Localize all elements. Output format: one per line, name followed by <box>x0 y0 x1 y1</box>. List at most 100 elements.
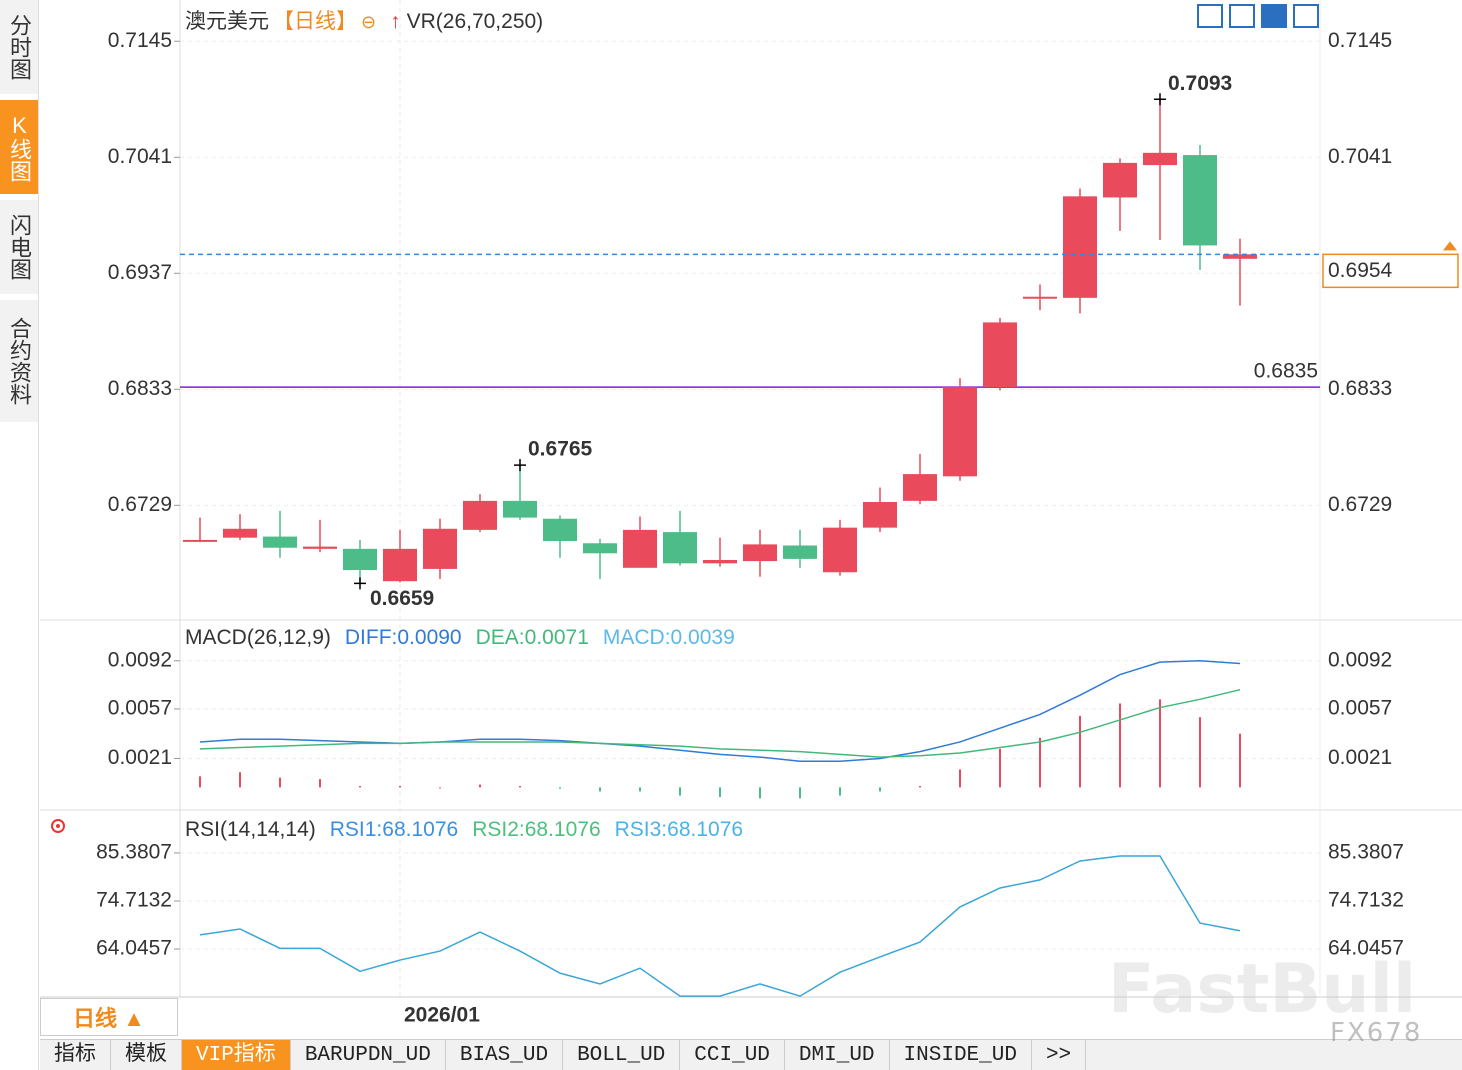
arrow-icon: ↑ <box>390 10 401 33</box>
last-price-label: 0.6954 <box>1328 259 1393 282</box>
tab[interactable]: CCI_UD <box>680 1040 785 1070</box>
layout-icon[interactable] <box>1197 4 1223 28</box>
macd-bar <box>1079 715 1081 788</box>
y-tick-label: 0.0092 <box>1328 648 1392 671</box>
macd-bar <box>519 785 521 788</box>
high-label: 0.7093 <box>1168 72 1232 95</box>
y-tick-label: 0.0057 <box>1328 696 1392 719</box>
candle-body <box>303 546 337 549</box>
candle-body <box>183 539 217 542</box>
x-tick-label: 2026/01 <box>404 1004 480 1027</box>
legend-entry: RSI1:68.1076 <box>329 818 459 841</box>
macd-bar <box>1159 699 1161 788</box>
horizontal-line-label: 0.6835 <box>1254 360 1318 383</box>
tab[interactable]: 模板 <box>111 1040 182 1070</box>
y-tick-label: 85.3807 <box>1328 840 1404 863</box>
candle-body <box>983 322 1017 388</box>
symbol: 澳元美元 <box>185 10 269 33</box>
macd-bar <box>679 787 681 796</box>
macd-legend: MACD(26,12,9) DIFF:0.0090 DEA:0.0071 MACD:0… <box>185 626 749 650</box>
macd-bar <box>959 769 961 788</box>
layout-icon[interactable] <box>1261 4 1287 28</box>
zoom-icon[interactable]: ⊖ <box>361 12 377 32</box>
y-tick-label: 64.0457 <box>96 937 172 960</box>
legend-entry: RSI2:68.1076 <box>472 818 601 841</box>
chart: 0.71450.71450.70410.70410.69370.69370.68… <box>40 0 1462 1027</box>
layout-icon[interactable] <box>1293 4 1319 28</box>
macd-bar <box>879 787 881 792</box>
legend-title: RSI(14,14,14) <box>185 818 316 841</box>
tab[interactable]: VIP指标 <box>182 1040 291 1070</box>
macd-bar <box>1039 737 1041 788</box>
candle-body <box>943 387 977 477</box>
header: 澳元美元 【日线】 ⊖ ↑ VR(26,70,250) <box>185 5 557 35</box>
legend-entry: DEA:0.0071 <box>475 626 589 649</box>
tab[interactable]: BIAS_UD <box>446 1040 564 1070</box>
y-tick-label: 0.0021 <box>1328 746 1392 769</box>
legend-entry: DIFF:0.0090 <box>344 626 462 649</box>
side-tab[interactable]: K线图 <box>0 100 38 197</box>
y-tick-label: 64.0457 <box>1328 937 1404 960</box>
tab[interactable]: BARUPDN_UD <box>291 1040 446 1070</box>
candle-body <box>783 545 817 559</box>
indicator: VR(26,70,250) <box>406 10 544 33</box>
candle-body <box>1143 152 1177 166</box>
candle-body <box>423 528 457 569</box>
macd-bar <box>759 787 761 799</box>
legend-title: MACD(26,12,9) <box>185 626 331 649</box>
macd-bar <box>1119 703 1121 788</box>
y-tick-label: 74.7132 <box>1328 889 1404 912</box>
low-label: 0.6659 <box>370 587 434 610</box>
tab-bar: 指标 模板 VIP指标 BARUPDN_UD BIAS_UD BOLL_UD CCI_UD D… <box>40 1039 1462 1070</box>
y-tick-label: 0.6729 <box>1328 493 1392 516</box>
macd-bar <box>1239 733 1241 788</box>
candle-body <box>663 532 697 564</box>
tab[interactable]: INSIDE_UD <box>890 1040 1032 1070</box>
macd-bar <box>319 779 321 788</box>
settings-icon[interactable] <box>51 819 65 833</box>
macd-bar <box>719 787 721 797</box>
candle-body <box>1223 254 1257 259</box>
candle-body <box>703 559 737 564</box>
candle-body <box>383 548 417 582</box>
macd-bar <box>839 787 841 796</box>
side-tab[interactable]: 合约资料 <box>0 300 38 425</box>
candle-body <box>1023 296 1057 299</box>
candle-body <box>1063 196 1097 298</box>
tab[interactable]: >> <box>1032 1040 1087 1070</box>
tab[interactable]: 指标 <box>40 1040 111 1070</box>
macd-bar <box>799 787 801 799</box>
tab[interactable]: BOLL_UD <box>563 1040 681 1070</box>
candle-body <box>623 529 657 568</box>
candle-body <box>503 500 537 518</box>
last-price-box <box>1322 253 1459 289</box>
candle-body <box>1103 162 1137 198</box>
macd-bar <box>479 784 481 788</box>
high-label: 0.6765 <box>528 438 593 461</box>
layout-icon[interactable] <box>1229 4 1255 28</box>
y-tick-label: 0.6937 <box>108 261 172 284</box>
macd-bar <box>639 787 641 792</box>
candle-body <box>543 518 577 542</box>
candle-body <box>1183 155 1217 246</box>
macd-bar <box>399 785 401 788</box>
settings-icon <box>56 824 60 828</box>
macd-bar <box>279 777 281 788</box>
rsi-line <box>199 855 1241 997</box>
candle-body <box>863 501 897 528</box>
macd-bar <box>359 785 361 788</box>
side-tab[interactable]: 分时图 <box>0 0 38 97</box>
y-tick-label: 0.7041 <box>108 145 172 168</box>
tab[interactable]: DMI_UD <box>785 1040 890 1070</box>
side-tab[interactable]: 闪电图 <box>0 200 38 297</box>
macd-bar <box>919 785 921 788</box>
period-button[interactable]: 日线 ▲ <box>40 998 178 1036</box>
y-tick-label: 0.7041 <box>1328 145 1392 168</box>
candle-body <box>343 548 377 571</box>
y-tick-label: 0.0021 <box>108 746 172 769</box>
candle-body <box>583 543 617 554</box>
macd-bar <box>599 787 601 792</box>
candle-body <box>903 474 937 501</box>
legend-entry: MACD:0.0039 <box>602 626 735 649</box>
